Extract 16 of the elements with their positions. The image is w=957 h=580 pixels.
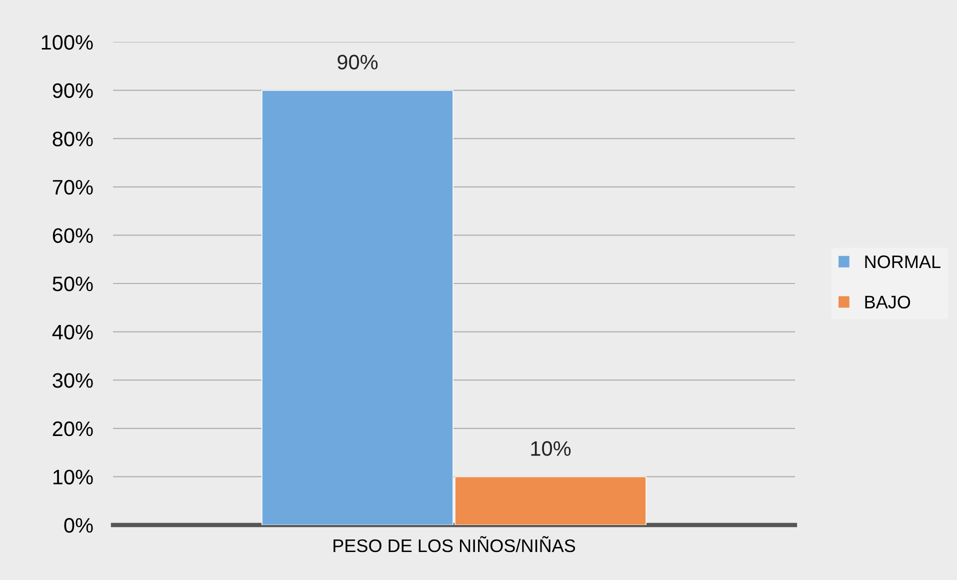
legend-label: NORMAL <box>865 255 940 268</box>
y-tick-label: 90% <box>52 83 93 98</box>
data-label: 10% <box>531 441 571 456</box>
y-tick-label: 50% <box>52 276 93 292</box>
y-tick-label: 60% <box>52 228 93 243</box>
y-tick-label: 70% <box>52 180 93 195</box>
data-label: 90% <box>338 54 378 70</box>
y-tick-label: 100% <box>42 35 93 50</box>
y-tick-label: 40% <box>52 324 93 340</box>
x-tick-label: PESO DE LOS NIÑOS/NIÑAS <box>334 536 576 552</box>
y-tick-label: 30% <box>52 373 93 388</box>
y-tick-label: 0% <box>64 518 93 533</box>
legend-label: BAJO <box>865 296 910 308</box>
y-tick-label: 20% <box>52 421 93 436</box>
y-tick-label: 80% <box>52 132 93 146</box>
y-tick-label: 10% <box>53 470 93 484</box>
